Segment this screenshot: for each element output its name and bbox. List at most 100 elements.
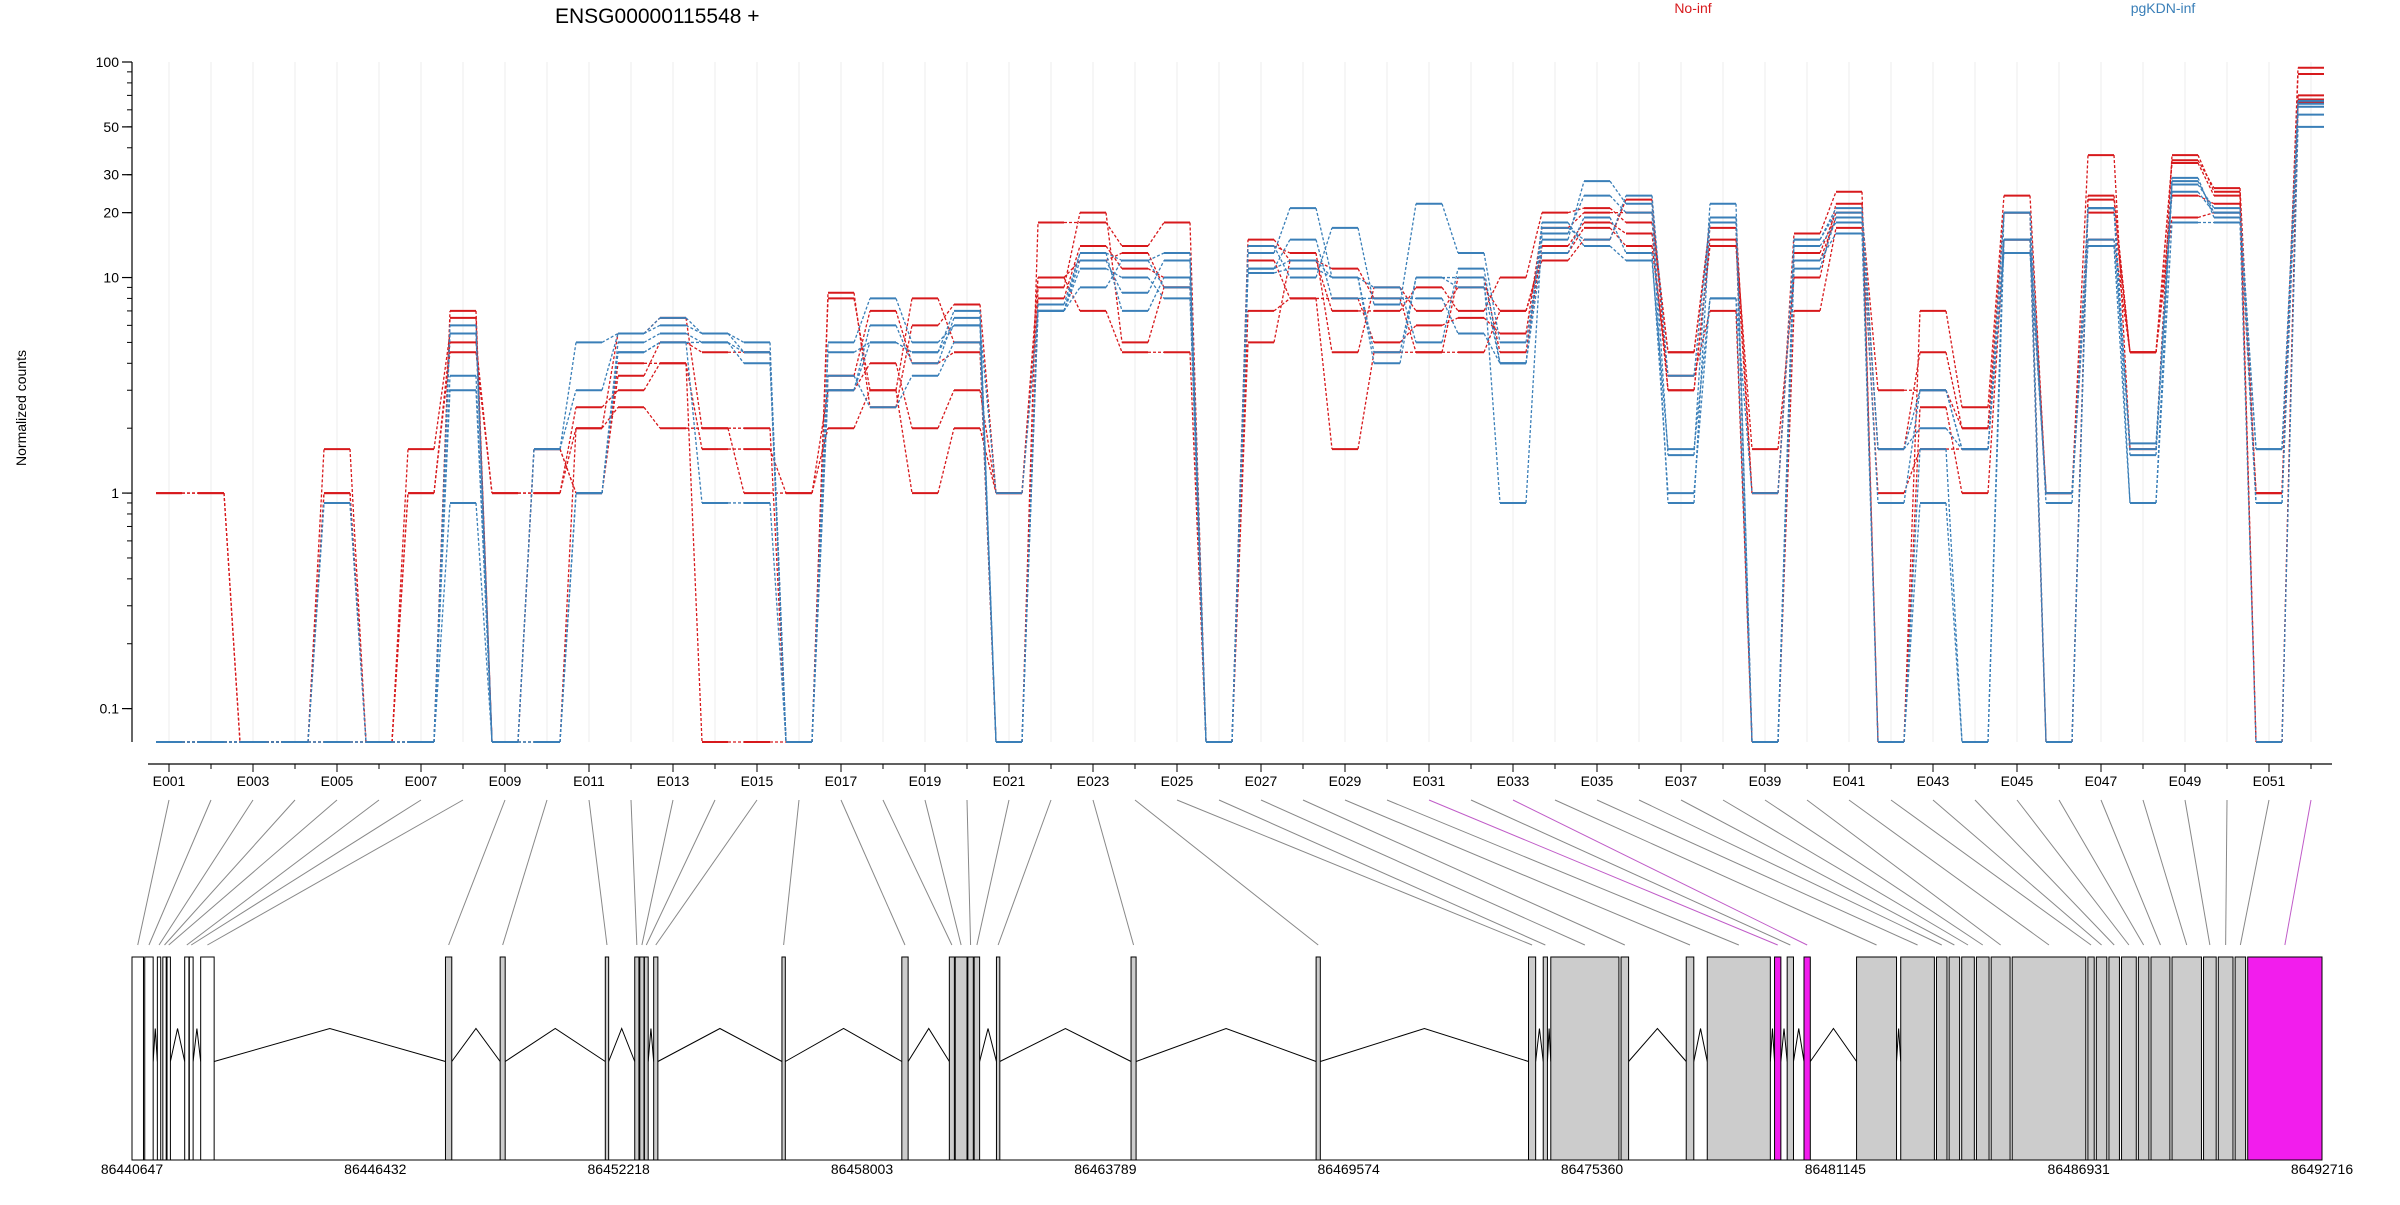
series-connector bbox=[1273, 297, 1291, 312]
series-connector bbox=[1189, 287, 1207, 743]
exon-connectors bbox=[137, 799, 2312, 946]
series-connector bbox=[1147, 268, 1165, 279]
exon-box bbox=[1990, 956, 2011, 1161]
series-connector bbox=[1525, 260, 1543, 312]
exon-connector bbox=[1680, 799, 1955, 946]
series-connector bbox=[2155, 162, 2173, 353]
exon-box bbox=[973, 956, 981, 1161]
series-connector bbox=[2197, 162, 2215, 196]
series-connector bbox=[1525, 212, 1543, 278]
exon-connector bbox=[164, 799, 296, 946]
series-5 bbox=[156, 105, 2324, 743]
intron bbox=[1809, 1027, 1857, 1062]
series-connector bbox=[1609, 221, 1627, 235]
series-0 bbox=[156, 94, 2324, 743]
exon-connector bbox=[2058, 799, 2145, 946]
exon-box bbox=[1856, 956, 1898, 1161]
exon-box bbox=[131, 956, 144, 1161]
exon-box bbox=[2121, 956, 2137, 1161]
series-connector bbox=[2029, 239, 2047, 494]
exon-connector bbox=[588, 799, 608, 946]
series-8 bbox=[156, 102, 2324, 743]
exon-box bbox=[1961, 956, 1975, 1161]
series-connector bbox=[1903, 390, 1921, 504]
genomic-tick-label: 86446432 bbox=[344, 1161, 407, 1177]
series-connector bbox=[1147, 277, 1165, 299]
series-connector bbox=[727, 341, 745, 353]
x-tick-label: E003 bbox=[237, 773, 270, 789]
series-connector bbox=[2197, 177, 2215, 218]
series-connector bbox=[2197, 191, 2215, 214]
series-connector bbox=[1399, 203, 1417, 305]
series-connector bbox=[1357, 352, 1375, 450]
exon-connector bbox=[2284, 799, 2312, 946]
series-9 bbox=[156, 99, 2324, 743]
series-7 bbox=[156, 113, 2324, 743]
exon-box bbox=[2234, 956, 2247, 1161]
y-axis: 0.1 1 10 20 30 50 100 bbox=[96, 54, 133, 742]
series-connector bbox=[1819, 191, 1837, 234]
series-connector bbox=[1987, 212, 2005, 450]
series-connector bbox=[1735, 298, 1753, 743]
series-connector bbox=[1063, 245, 1081, 299]
series-connector bbox=[1567, 207, 1585, 214]
intron bbox=[1546, 1028, 1552, 1062]
series-connector bbox=[1315, 268, 1333, 279]
intron bbox=[1628, 1027, 1687, 1062]
series-connector bbox=[1987, 195, 2005, 408]
exon-box bbox=[499, 956, 506, 1161]
series-connector bbox=[1525, 227, 1543, 364]
exon-connector bbox=[1764, 799, 1984, 946]
series-connector bbox=[1609, 217, 1627, 254]
series-connector bbox=[1609, 227, 1627, 247]
exon-connector bbox=[840, 799, 906, 946]
series-connector bbox=[1105, 260, 1123, 294]
exon-box bbox=[2095, 956, 2108, 1161]
exon-connector bbox=[190, 799, 422, 946]
series-connector bbox=[1357, 227, 1375, 305]
exon-box bbox=[1786, 956, 1794, 1161]
series-connector bbox=[1819, 217, 1837, 261]
series-connector bbox=[853, 298, 871, 343]
exon-box bbox=[1315, 956, 1321, 1161]
exon-connector bbox=[448, 799, 506, 946]
series-connector bbox=[1483, 317, 1501, 334]
series-connector bbox=[685, 317, 703, 429]
series-connector bbox=[1693, 203, 1711, 456]
series-connector bbox=[1399, 287, 1417, 343]
series-connector bbox=[2071, 208, 2089, 503]
exon-box bbox=[643, 956, 649, 1161]
intron bbox=[152, 1028, 158, 1062]
exon-connector bbox=[1344, 799, 1691, 946]
exon-connector bbox=[882, 799, 953, 946]
x-tick-label: E007 bbox=[405, 773, 438, 789]
exon-connector bbox=[186, 799, 380, 946]
y-axis-label: Normalized counts bbox=[13, 350, 29, 466]
genomic-tick-label: 86475360 bbox=[1561, 1161, 1624, 1177]
series-connector bbox=[1819, 207, 1837, 240]
intron bbox=[504, 1027, 606, 1062]
series-connector bbox=[1609, 195, 1627, 214]
series-connector bbox=[1273, 207, 1291, 254]
series-connector bbox=[2239, 212, 2257, 503]
series-connector bbox=[1483, 277, 1501, 353]
exon-box bbox=[2011, 956, 2087, 1161]
exon-connector bbox=[645, 799, 716, 946]
series-connector bbox=[1861, 217, 1879, 743]
x-tick-label: E033 bbox=[1497, 773, 1530, 789]
series-connector bbox=[2071, 155, 2089, 494]
series-connector bbox=[1903, 390, 1921, 450]
series-connector bbox=[643, 332, 661, 343]
exon-box bbox=[1948, 956, 1961, 1161]
x-tick-label: E037 bbox=[1665, 773, 1698, 789]
legend-entry-no-inf: No-inf bbox=[1674, 0, 1711, 16]
series-connector bbox=[2113, 208, 2131, 456]
series-connector bbox=[979, 317, 997, 743]
series-connector bbox=[895, 298, 913, 343]
series-connector bbox=[1525, 245, 1543, 353]
series-connector bbox=[1441, 203, 1459, 254]
series-connector bbox=[1819, 212, 1837, 254]
series-connector bbox=[433, 325, 451, 743]
series-connector bbox=[1147, 260, 1165, 294]
